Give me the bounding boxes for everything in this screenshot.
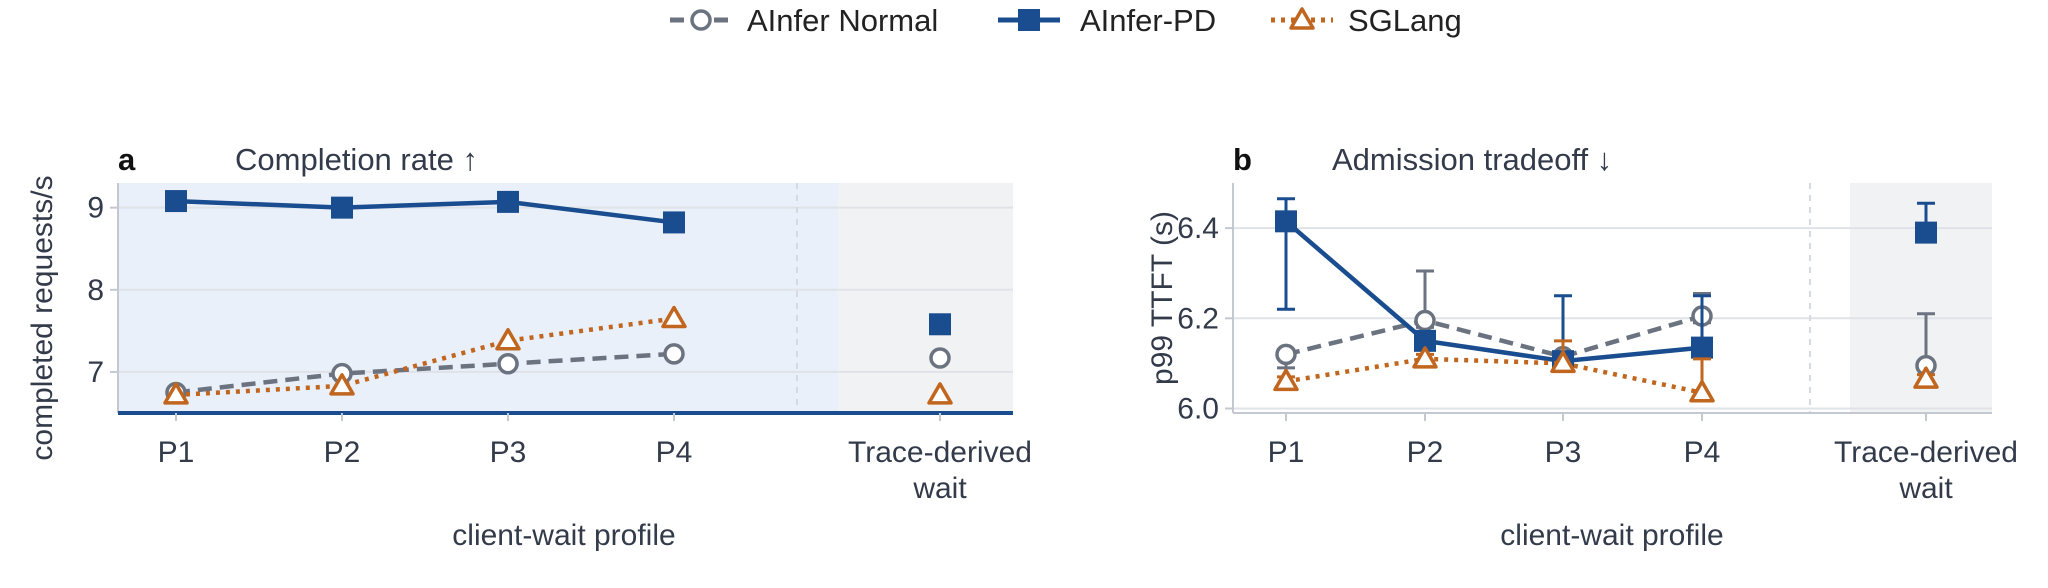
series-ainfer-pd <box>1275 197 1937 373</box>
data-point <box>663 343 685 365</box>
data-point <box>1414 329 1436 352</box>
x-tick-label-line: Trace-derived <box>848 436 1032 469</box>
x-tick-label-line: P1 <box>158 436 195 469</box>
data-point <box>1913 366 1939 389</box>
series-line <box>1285 313 1703 359</box>
data-point <box>163 382 189 405</box>
data-point <box>929 347 951 369</box>
y-tick-label: 8 <box>87 274 104 307</box>
y-tick-label: 6.4 <box>1177 212 1219 245</box>
series-line <box>175 351 675 395</box>
legend-item-ainfer-normal: AInfer Normal <box>670 3 938 38</box>
data-point <box>1273 368 1299 392</box>
panel-a-x-axis-label: client-wait profile <box>452 519 675 552</box>
panel-b-letter: b <box>1233 142 1252 177</box>
data-point <box>495 327 521 351</box>
data-point <box>165 190 187 213</box>
x-tick-label-trace-derived: Trace-derived wait <box>848 436 1032 505</box>
x-tick-label-p3: P3 <box>490 436 527 469</box>
data-point <box>1915 221 1937 244</box>
data-point <box>497 190 519 213</box>
x-tick-label-line: P2 <box>1407 436 1444 469</box>
x-tick-label-p2: P2 <box>1407 436 1444 469</box>
panel-a-y-axis-label: completed requests/s <box>26 175 59 460</box>
legend-item-sglang: SGLang <box>1271 3 1462 38</box>
data-point <box>1275 343 1297 366</box>
series-line <box>1285 356 1703 395</box>
panel-b-admission-tradeoff: 6.0 6.2 6.4 P1 P2 P3 P4 Trace-derived wait b Adm… <box>1146 142 2018 552</box>
x-tick-label-p1: P1 <box>158 436 195 469</box>
x-tick-label-trace-derived: Trace-derived wait <box>1834 436 2018 505</box>
data-point <box>1550 350 1576 374</box>
legend-label: AInfer-PD <box>1080 3 1216 38</box>
series-sglang <box>1273 339 1939 403</box>
data-point <box>331 196 353 219</box>
data-point <box>1275 210 1297 233</box>
data-point <box>929 313 951 336</box>
data-point <box>661 305 687 329</box>
x-tick-label-line: P4 <box>656 436 693 469</box>
y-tick-label: 9 <box>87 192 104 225</box>
x-tick-label-p1: P1 <box>1268 436 1305 469</box>
y-tick-label: 7 <box>87 356 104 389</box>
legend: AInfer Normal AInfer-PD SGLang <box>670 3 1462 38</box>
x-tick-label-p4: P4 <box>656 436 693 469</box>
legend-label: SGLang <box>1348 3 1462 38</box>
data-point <box>663 211 685 234</box>
x-tick-label-p3: P3 <box>1545 436 1582 469</box>
series-sglang <box>163 305 953 405</box>
x-tick-label-line: wait <box>1898 472 1953 505</box>
data-point <box>1689 379 1715 403</box>
x-tick-label-line: P2 <box>324 436 361 469</box>
series-ainfer-pd <box>165 190 951 336</box>
data-point <box>1691 336 1713 359</box>
x-tick-label-p4: P4 <box>1684 436 1721 469</box>
x-tick-label-line: P1 <box>1268 436 1305 469</box>
legend-marker <box>1289 7 1315 30</box>
data-point <box>1414 309 1436 332</box>
data-point <box>497 352 519 375</box>
series-line <box>175 198 675 225</box>
panel-a-shade-main <box>118 183 838 413</box>
legend-marker <box>690 9 712 31</box>
legend-item-ainfer-pd: AInfer-PD <box>998 3 1216 38</box>
legend-label: AInfer Normal <box>747 3 938 38</box>
panel-b-y-axis-label: p99 TTFT (s) <box>1146 211 1179 385</box>
panel-a-completion-rate: 7 8 9 P1 P2 P3 P4 Trace-derived wait a Completio… <box>26 142 1032 552</box>
x-tick-label-line: P4 <box>1684 436 1721 469</box>
panel-a-shade-trace <box>838 183 1013 413</box>
panel-a-letter: a <box>118 142 136 177</box>
x-tick-label-p2: P2 <box>324 436 361 469</box>
x-tick-label-line: P3 <box>1545 436 1582 469</box>
series-line <box>1284 219 1703 364</box>
x-tick-label-line: P3 <box>490 436 527 469</box>
x-tick-label-line: wait <box>912 472 967 505</box>
panel-b-title: Admission tradeoff ↓ <box>1332 142 1612 177</box>
data-point <box>1412 346 1438 369</box>
series-line <box>175 316 675 398</box>
x-tick-label-line: Trace-derived <box>1834 436 2018 469</box>
y-tick-label: 6.2 <box>1177 302 1219 335</box>
data-point <box>329 373 355 396</box>
legend-marker <box>1018 9 1040 31</box>
y-tick-label: 6.0 <box>1177 392 1219 425</box>
panel-b-x-axis-label: client-wait profile <box>1500 519 1723 552</box>
data-point <box>927 382 953 405</box>
panel-a-title: Completion rate ↑ <box>235 142 478 177</box>
